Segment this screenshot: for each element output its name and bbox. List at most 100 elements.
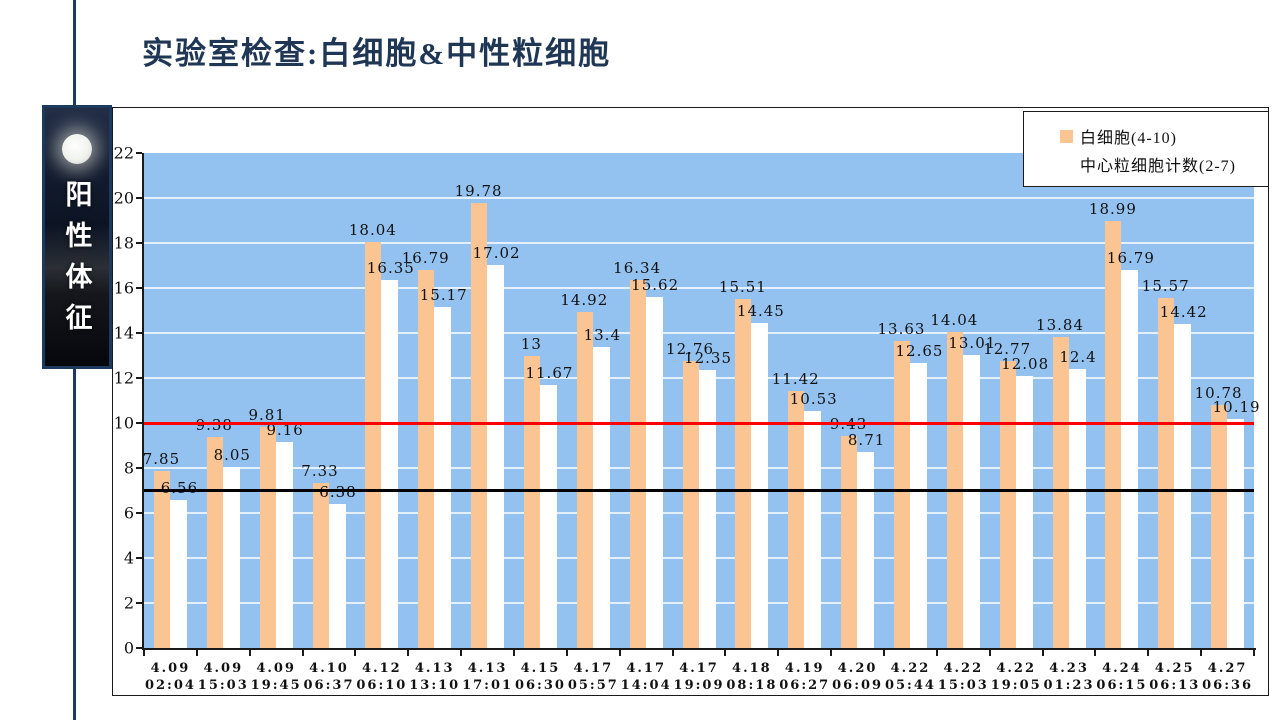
neutrophil-bar xyxy=(857,452,875,648)
bar-group: 11.42 10.53 xyxy=(772,153,837,648)
y-tick-mark xyxy=(136,512,142,514)
neutrophil-bar xyxy=(1015,376,1033,648)
bar-group: 7.85 6.56 xyxy=(143,153,197,648)
x-tick-date: 4.13 xyxy=(467,661,508,676)
x-tick-date: 4.09 xyxy=(150,661,191,676)
neutrophil-value-label: 6.38 xyxy=(319,483,357,502)
x-tick-label: 4.19 06:27 xyxy=(778,660,831,694)
y-tick-mark xyxy=(136,557,142,559)
neutrophil-bar xyxy=(909,363,927,648)
neutrophil-value-label: 12.08 xyxy=(1001,355,1050,374)
x-tick-time: 06:30 xyxy=(514,678,566,693)
x-tick-date: 4.17 xyxy=(573,661,614,676)
x-tick-label: 4.13 13:10 xyxy=(408,660,461,694)
bar-group: 16.79 15.17 xyxy=(402,153,467,648)
x-tick-mark xyxy=(777,649,780,656)
y-tick-mark xyxy=(136,377,142,379)
x-tick-date: 4.22 xyxy=(890,661,931,676)
wbc-bar xyxy=(206,436,223,648)
x-tick-mark xyxy=(354,649,357,656)
x-tick-mark xyxy=(195,649,198,656)
wbc-bar xyxy=(259,427,276,648)
x-tick-mark xyxy=(143,649,145,656)
wbc-bar xyxy=(1158,297,1175,648)
x-tick-mark xyxy=(935,649,938,656)
y-tick-mark xyxy=(136,287,142,289)
wbc-bar xyxy=(418,270,435,648)
x-tick-date: 4.19 xyxy=(784,661,825,676)
wbc-value-label: 13 xyxy=(520,334,542,353)
x-tick-time: 06:10 xyxy=(356,678,408,693)
neutrophil-value-label: 12.65 xyxy=(895,342,944,361)
x-tick-label: 4.12 06:10 xyxy=(355,660,408,694)
x-tick-time: 06:27 xyxy=(779,678,831,693)
x-tick-time: 01:23 xyxy=(1043,678,1095,693)
x-tick-label: 4.13 17:01 xyxy=(461,660,514,694)
neutrophil-bar xyxy=(539,385,557,648)
x-tick-time: 08:18 xyxy=(726,678,778,693)
x-tick-label: 4.17 05:57 xyxy=(567,660,620,694)
x-tick-date: 4.23 xyxy=(1049,661,1089,676)
bar-group: 14.92 13.4 xyxy=(560,153,621,648)
wbc-value-label: 15.51 xyxy=(718,278,767,297)
legend-label-neutrophil: 中心粒细胞计数(2-7) xyxy=(1080,158,1236,175)
x-tick-label: 4.24 06:15 xyxy=(1095,660,1148,694)
neutrophil-value-label: 14.45 xyxy=(736,301,785,320)
neutrophil-bar xyxy=(169,500,187,648)
neutrophil-bar xyxy=(1121,270,1139,648)
neutrophil-bar xyxy=(275,441,293,648)
wbc-value-label: 16.79 xyxy=(401,249,450,268)
y-tick-mark xyxy=(136,332,142,334)
positive-signs-banner: 阳性体征 xyxy=(42,105,112,369)
legend: 白细胞(4-10) 中心粒细胞计数(2-7) xyxy=(1023,111,1269,187)
wbc-bar xyxy=(1052,336,1069,648)
wbc-value-label: 13.63 xyxy=(877,320,926,339)
x-tick-time: 19:45 xyxy=(250,678,302,693)
x-tick-time: 14:04 xyxy=(620,678,672,693)
x-tick-mark xyxy=(1094,649,1097,656)
wbc-bar xyxy=(735,299,752,648)
y-tick-label: 16 xyxy=(113,278,134,298)
x-tick-mark xyxy=(988,649,991,656)
x-tick-label: 4.09 02:04 xyxy=(144,660,197,694)
neutrophil-value-label: 13.4 xyxy=(583,325,621,344)
y-tick-mark xyxy=(136,197,142,199)
wbc-bar xyxy=(365,242,382,648)
wbc-value-label: 13.84 xyxy=(1036,315,1085,334)
y-tick-label: 10 xyxy=(113,413,134,433)
neutrophil-value-label: 12.4 xyxy=(1059,348,1097,366)
neutrophil-value-label: 9.16 xyxy=(266,420,304,439)
x-tick-date: 4.24 xyxy=(1102,661,1142,676)
y-tick-label: 8 xyxy=(123,458,134,478)
x-tick-time: 19:09 xyxy=(673,678,725,693)
plot-area: 7.856.569.388.059.819.167.336.3818.0416.… xyxy=(143,153,1260,656)
wbc-value-label: 9.81 xyxy=(248,406,286,425)
y-axis: 0 2 4 6 8 10 12 14 16 18 20 22 xyxy=(113,144,142,658)
bar-group: 15.51 14.45 xyxy=(719,153,784,648)
neutrophil-bar xyxy=(381,280,399,648)
x-tick-label: 4.25 06:13 xyxy=(1148,660,1201,694)
x-tick-label: 4.22 19:05 xyxy=(990,660,1043,694)
wbc-bar xyxy=(788,391,805,648)
wbc-bar xyxy=(471,202,488,648)
ref-line-wbc-upper-limit xyxy=(144,421,1254,425)
bar-group: 14.04 13.01 xyxy=(930,153,995,648)
x-tick-label: 4.10 06:37 xyxy=(303,660,356,694)
neutrophil-value-label: 12.35 xyxy=(684,349,732,368)
x-tick-mark xyxy=(1147,649,1150,656)
neutrophil-value-label: 16.79 xyxy=(1106,249,1155,268)
x-tick-date: 4.25 xyxy=(1154,661,1195,676)
neutrophil-bar xyxy=(487,265,505,648)
neutrophil-value-label: 13.01 xyxy=(948,334,997,353)
gridline xyxy=(144,332,1254,334)
wbc-bar xyxy=(841,435,858,648)
x-tick-date: 4.22 xyxy=(996,661,1037,676)
x-tick-mark xyxy=(248,649,251,656)
x-tick-mark xyxy=(1253,649,1255,656)
legend-item-wbc: 白细胞(4-10) xyxy=(1060,123,1268,149)
x-tick-date: 4.20 xyxy=(837,661,878,676)
x-tick-mark xyxy=(407,649,410,656)
wbc-bar xyxy=(893,341,910,648)
x-tick-date: 4.15 xyxy=(520,661,561,676)
positive-signs-label: 阳性体征 xyxy=(61,180,92,344)
